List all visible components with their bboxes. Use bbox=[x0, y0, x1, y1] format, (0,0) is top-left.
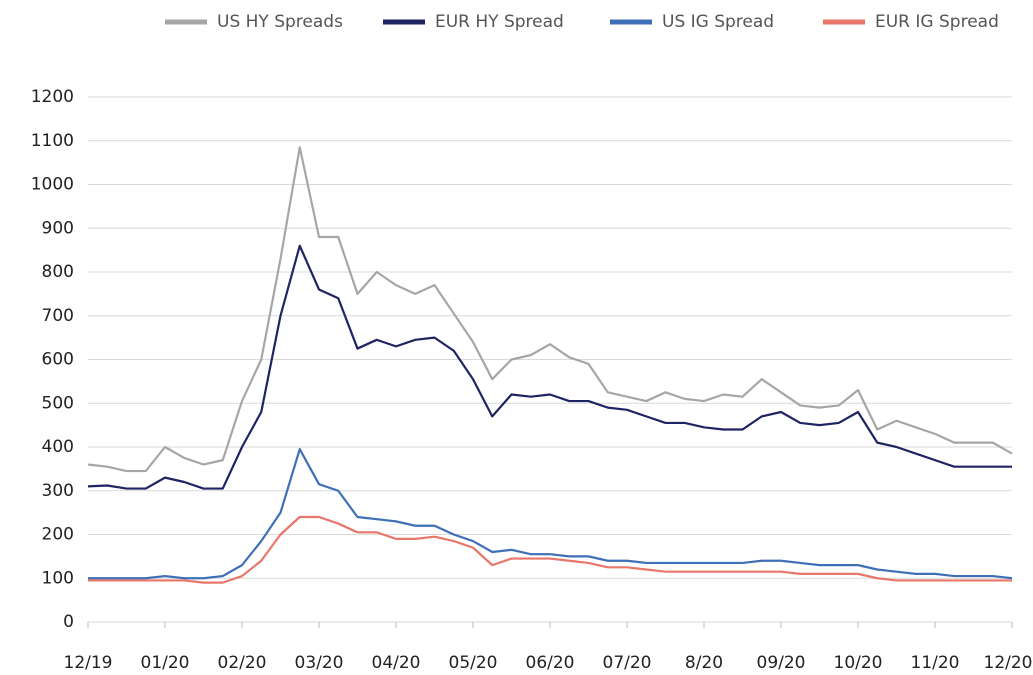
y-tick-label: 100 bbox=[42, 568, 74, 588]
x-tick-label: 02/20 bbox=[218, 653, 267, 673]
y-tick-label: 300 bbox=[42, 481, 74, 501]
x-tick-label: 07/20 bbox=[603, 653, 652, 673]
legend-label: US IG Spread bbox=[662, 12, 774, 32]
x-tick-label: 8/20 bbox=[685, 653, 723, 673]
x-tick-label: 05/20 bbox=[449, 653, 498, 673]
y-tick-label: 900 bbox=[42, 218, 74, 238]
x-tick-label: 06/20 bbox=[526, 653, 575, 673]
x-tick-label: 04/20 bbox=[372, 653, 421, 673]
y-tick-label: 500 bbox=[42, 393, 74, 413]
y-tick-label: 1200 bbox=[31, 87, 74, 107]
series-line bbox=[87, 146, 1013, 473]
legend-label: EUR IG Spread bbox=[875, 12, 999, 32]
series-line bbox=[88, 515, 1012, 584]
x-tick-label: 09/20 bbox=[757, 653, 806, 673]
x-tick-label: 12/20 bbox=[984, 653, 1033, 673]
y-tick-label: 800 bbox=[42, 262, 74, 282]
series-line bbox=[88, 448, 1013, 580]
y-tick-label: 200 bbox=[42, 525, 74, 545]
legend-label: US HY Spreads bbox=[217, 12, 343, 32]
y-tick-label: 400 bbox=[42, 437, 74, 457]
x-tick-label: 10/20 bbox=[834, 653, 883, 673]
x-tick-label: 01/20 bbox=[141, 653, 190, 673]
y-tick-label: 1100 bbox=[31, 131, 74, 151]
x-tick-label: 11/20 bbox=[911, 653, 960, 673]
series-line bbox=[87, 244, 1012, 490]
y-tick-label: 700 bbox=[42, 306, 74, 326]
y-tick-label: 0 bbox=[63, 612, 74, 632]
x-tick-label: 03/20 bbox=[295, 653, 344, 673]
y-tick-label: 600 bbox=[42, 350, 74, 370]
x-tick-label: 12/19 bbox=[64, 653, 113, 673]
y-tick-label: 1000 bbox=[31, 175, 74, 195]
legend-label: EUR HY Spread bbox=[435, 12, 564, 32]
